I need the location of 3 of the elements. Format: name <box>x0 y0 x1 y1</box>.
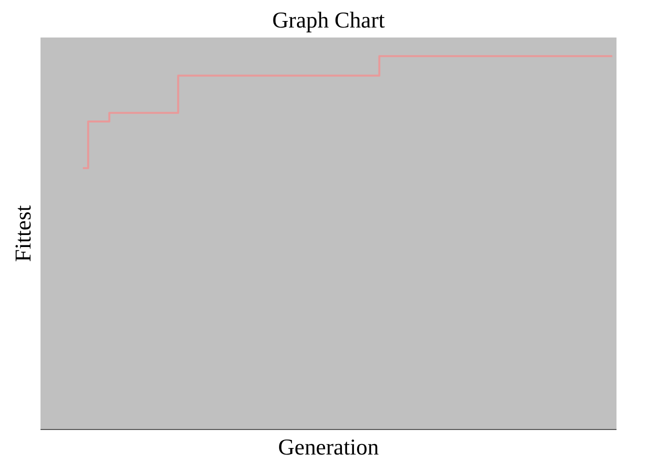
chart-title: Graph Chart <box>272 8 386 32</box>
y-axis-title: Fittest <box>10 204 36 262</box>
x-axis-title: Generation <box>278 434 379 460</box>
